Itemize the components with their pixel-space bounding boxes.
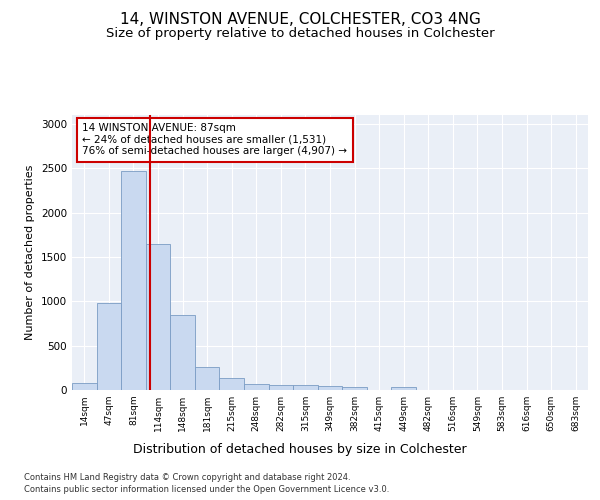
Bar: [170, 316, 195, 390]
Text: Size of property relative to detached houses in Colchester: Size of property relative to detached ho…: [106, 28, 494, 40]
Y-axis label: Number of detached properties: Number of detached properties: [25, 165, 35, 340]
Bar: [97, 302, 121, 390]
Bar: [244, 384, 269, 390]
Bar: [220, 378, 244, 390]
Bar: [342, 388, 367, 390]
Bar: [391, 388, 416, 390]
Text: Distribution of detached houses by size in Colchester: Distribution of detached houses by size …: [133, 442, 467, 456]
Bar: [318, 386, 342, 390]
Bar: [269, 384, 293, 390]
Text: Contains HM Land Registry data © Crown copyright and database right 2024.: Contains HM Land Registry data © Crown c…: [24, 472, 350, 482]
Text: Contains public sector information licensed under the Open Government Licence v3: Contains public sector information licen…: [24, 485, 389, 494]
Text: 14, WINSTON AVENUE, COLCHESTER, CO3 4NG: 14, WINSTON AVENUE, COLCHESTER, CO3 4NG: [119, 12, 481, 28]
Bar: [146, 244, 170, 390]
Bar: [293, 385, 318, 390]
Bar: [195, 367, 220, 390]
Bar: [72, 384, 97, 390]
Bar: [121, 171, 146, 390]
Text: 14 WINSTON AVENUE: 87sqm
← 24% of detached houses are smaller (1,531)
76% of sem: 14 WINSTON AVENUE: 87sqm ← 24% of detach…: [82, 123, 347, 156]
